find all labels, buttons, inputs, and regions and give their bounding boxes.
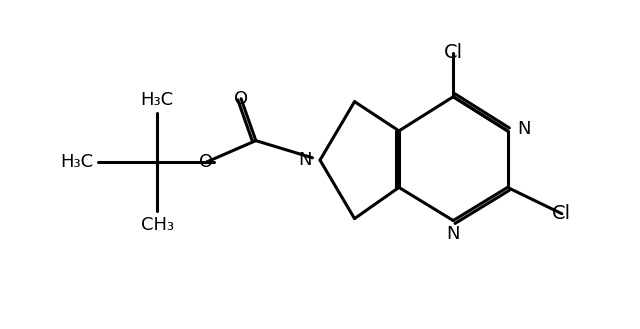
Text: O: O [200, 153, 214, 171]
Text: Cl: Cl [444, 43, 463, 63]
Text: N: N [299, 151, 312, 169]
Text: N: N [447, 225, 460, 243]
Text: CH₃: CH₃ [141, 216, 173, 234]
Text: H₃C: H₃C [141, 91, 173, 110]
Text: O: O [234, 90, 248, 108]
Text: N: N [517, 120, 531, 138]
Text: H₃C: H₃C [60, 153, 93, 171]
Text: Cl: Cl [552, 204, 572, 223]
